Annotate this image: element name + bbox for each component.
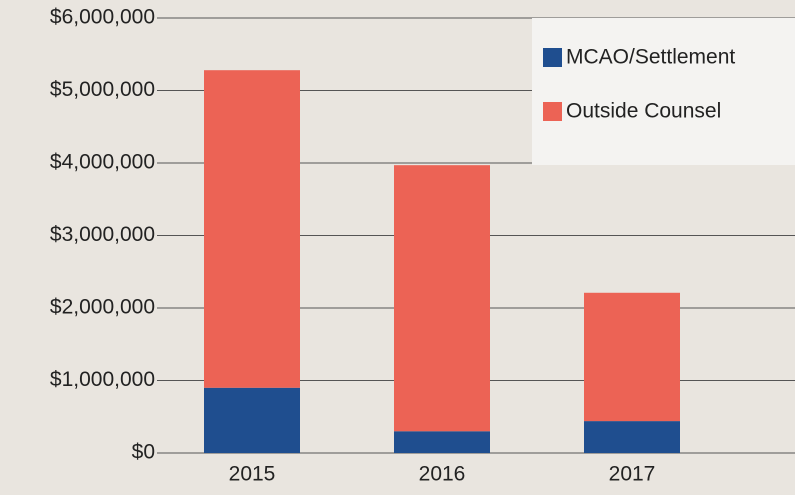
y-tick-label: $5,000,000 bbox=[50, 78, 155, 101]
bar-segment bbox=[204, 70, 300, 388]
x-tick-label: 2016 bbox=[419, 463, 466, 486]
y-tick-label: $1,000,000 bbox=[50, 368, 155, 391]
bar-segment bbox=[584, 292, 680, 422]
y-tick-label: $4,000,000 bbox=[50, 151, 155, 174]
legend-swatch bbox=[543, 102, 562, 121]
legend-label: MCAO/Settlement bbox=[566, 46, 735, 69]
bar-segment bbox=[584, 421, 680, 453]
x-tick-label: 2017 bbox=[609, 463, 656, 486]
y-tick-label: $6,000,000 bbox=[50, 6, 155, 29]
y-tick-label: $2,000,000 bbox=[50, 296, 155, 319]
legend-swatch bbox=[543, 48, 562, 67]
legend-box bbox=[532, 18, 795, 165]
legend-label: Outside Counsel bbox=[566, 100, 721, 123]
y-tick-label: $3,000,000 bbox=[50, 223, 155, 246]
bar-segment bbox=[204, 387, 300, 453]
x-tick-label: 2015 bbox=[229, 463, 276, 486]
y-tick-label: $0 bbox=[132, 441, 155, 464]
bar-segment bbox=[394, 165, 490, 432]
bar-segment bbox=[394, 431, 490, 453]
